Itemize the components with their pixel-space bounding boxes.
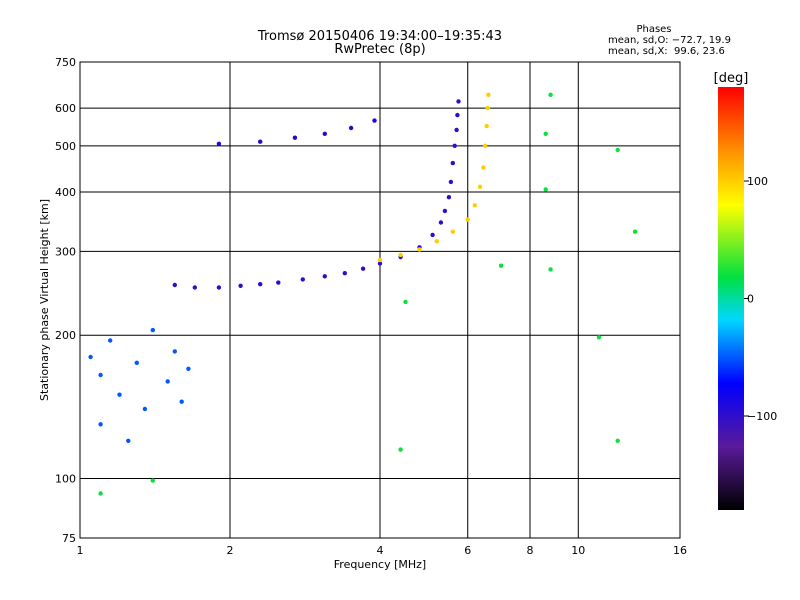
data-point (98, 372, 103, 378)
data-point (450, 229, 455, 234)
data-points (88, 92, 638, 496)
y-tick-label: 100 (55, 473, 76, 486)
data-point (454, 127, 459, 133)
data-point (117, 392, 122, 397)
x-axis-label: Frequency [MHz] (334, 558, 426, 571)
data-point (150, 327, 155, 333)
chart-title: Tromsø 20150406 19:34:00–19:35:43 (257, 29, 502, 44)
data-point (377, 261, 383, 266)
axis-ticks: 1 2 4 6 8 10 16 75 100 200 300 400 500 600 750 (55, 56, 687, 557)
data-point (548, 267, 553, 272)
data-point (446, 195, 452, 200)
phase-stats-o: mean, sd,O: −72.7, 19.9 (608, 35, 731, 46)
data-point (276, 280, 281, 285)
data-point (377, 257, 383, 263)
data-point (258, 282, 263, 287)
data-point (615, 147, 620, 153)
data-point (477, 184, 483, 189)
colorbar-tick-label: −100 (747, 410, 777, 423)
data-point (186, 366, 191, 371)
data-point (455, 112, 460, 118)
grid-lines (80, 62, 680, 538)
data-point (465, 217, 470, 222)
x-tick-label: 16 (673, 544, 687, 557)
data-point (98, 422, 103, 427)
data-point (372, 118, 377, 123)
data-point (342, 271, 347, 276)
data-point (172, 282, 177, 288)
phase-stats-heading: Phases (636, 24, 671, 35)
data-point (150, 478, 155, 483)
data-point (452, 143, 457, 148)
y-tick-label: 300 (55, 245, 76, 258)
data-point (448, 179, 454, 185)
data-point (456, 99, 461, 104)
data-point (98, 491, 103, 496)
data-point (88, 354, 93, 360)
data-point (438, 220, 444, 225)
data-point (300, 277, 305, 282)
y-tick-label: 600 (55, 102, 76, 115)
y-axis-label: Stationary phase Virtual Height [km] (38, 199, 51, 401)
colorbar-ticks: 100 0 −100 (744, 175, 777, 423)
data-point (216, 285, 222, 290)
data-point (398, 252, 403, 258)
data-point (485, 105, 490, 111)
data-point (108, 338, 113, 343)
plot-frame (79, 61, 681, 539)
data-point (179, 399, 184, 404)
data-point (165, 379, 170, 384)
data-point (172, 349, 177, 354)
x-tick-label: 6 (464, 544, 471, 557)
data-point (472, 203, 477, 208)
data-point (596, 335, 602, 340)
data-point (482, 143, 488, 148)
data-point (434, 239, 439, 244)
data-point (442, 208, 448, 214)
data-point (348, 125, 354, 131)
data-point (292, 135, 298, 140)
data-point (543, 131, 548, 136)
y-tick-label: 200 (55, 329, 76, 342)
x-tick-label: 4 (377, 544, 384, 557)
data-point (632, 229, 638, 234)
data-point (216, 141, 222, 146)
data-point (486, 92, 491, 98)
data-point (142, 406, 148, 412)
y-tick-label: 750 (55, 56, 76, 69)
data-point (450, 160, 455, 166)
colorbar (718, 87, 744, 510)
x-tick-label: 2 (227, 544, 234, 557)
data-point (126, 438, 131, 443)
x-tick-label: 8 (527, 544, 534, 557)
colorbar-tick-label: 0 (747, 293, 754, 306)
data-point (238, 283, 243, 288)
data-point (484, 123, 489, 129)
data-point (192, 285, 197, 290)
x-tick-label: 1 (77, 544, 84, 557)
data-point (417, 247, 422, 252)
data-point (134, 360, 139, 365)
y-tick-label: 75 (62, 532, 76, 545)
data-point (615, 438, 620, 443)
data-point (403, 299, 408, 305)
data-point (360, 266, 366, 271)
phase-stats-x: mean, sd,X: 99.6, 23.6 (608, 46, 725, 57)
data-point (430, 232, 435, 238)
y-tick-label: 500 (55, 140, 76, 153)
data-point (481, 165, 486, 170)
data-point (548, 92, 553, 98)
colorbar-label: [deg] (714, 71, 749, 86)
data-point (322, 131, 327, 136)
data-point (398, 447, 403, 452)
chart-subtitle: RwPretec (8p) (334, 42, 425, 57)
data-point (543, 187, 548, 192)
x-tick-label: 10 (571, 544, 585, 557)
data-point (258, 139, 263, 144)
y-tick-label: 400 (55, 186, 76, 199)
colorbar-tick-label: 100 (747, 175, 768, 188)
data-point (498, 263, 504, 268)
data-point (322, 274, 327, 279)
